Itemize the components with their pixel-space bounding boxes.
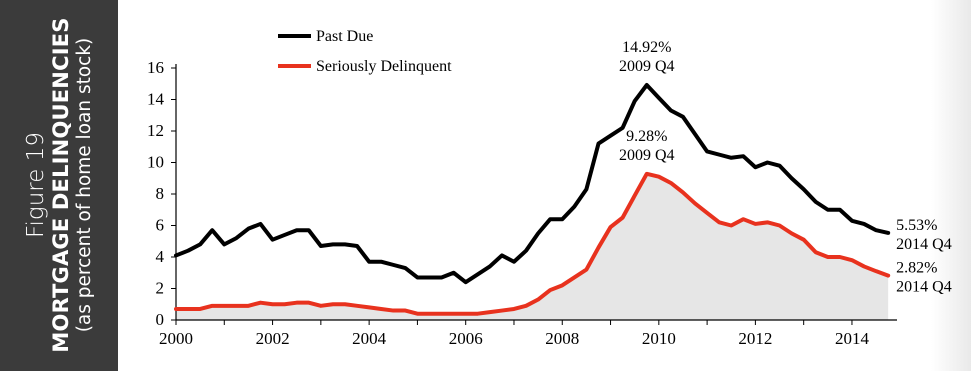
x-tick-label: 2012 [738, 329, 772, 348]
legend-label-seriously-delinquent: Seriously Delinquent [316, 58, 452, 75]
x-tick-label: 2000 [159, 329, 193, 348]
annotation-label: 9.28% [626, 128, 667, 145]
y-tick-label: 16 [147, 58, 164, 77]
lines-layer [174, 83, 891, 316]
y-tick-label: 6 [156, 216, 165, 235]
x-tick-label: 2004 [352, 329, 387, 348]
legend: Past Due Seriously Delinquent [278, 28, 452, 75]
annotation-label: 5.53% [896, 217, 937, 234]
x-tick-label: 2002 [256, 329, 290, 348]
y-tick-label: 14 [147, 90, 165, 109]
y-tick-label: 2 [156, 279, 165, 298]
y-tick-label: 12 [147, 121, 164, 140]
annotation-label: 2014 Q4 [896, 279, 952, 296]
x-tick-label: 2010 [642, 329, 676, 348]
annotation-label: 2.82% [896, 260, 937, 277]
annotation-label: 2009 Q4 [619, 58, 675, 75]
annotation-label: 2009 Q4 [619, 147, 675, 164]
seriously-delinquent-line [174, 171, 891, 316]
y-tick-label: 8 [156, 184, 165, 203]
axes-layer: 0 2 4 6 8 10 12 14 16 2000 2002 2004 2006 2008 2010 201… [147, 58, 897, 348]
annotation-label: 14.92% [622, 39, 671, 56]
y-tick-label: 10 [147, 153, 164, 172]
x-tick-label: 2008 [545, 329, 579, 348]
past-due-line [174, 83, 891, 285]
x-tick-label: 2014 [835, 329, 870, 348]
y-tick-label: 4 [156, 247, 165, 266]
seriously-delinquent-area [176, 173, 889, 320]
annotation-label: 2014 Q4 [896, 236, 952, 253]
legend-label-past-due: Past Due [316, 28, 373, 45]
area-layer [176, 173, 889, 320]
annotations-layer: 14.92% 2009 Q4 9.28% 2009 Q4 5.53% 2014 Q4 2.8… [619, 39, 952, 296]
y-tick-label: 0 [156, 310, 165, 329]
x-tick-label: 2006 [449, 329, 483, 348]
figure-sidebar: Figure 19 MORTGAGE DELINQUENCIES (as per… [0, 0, 118, 371]
